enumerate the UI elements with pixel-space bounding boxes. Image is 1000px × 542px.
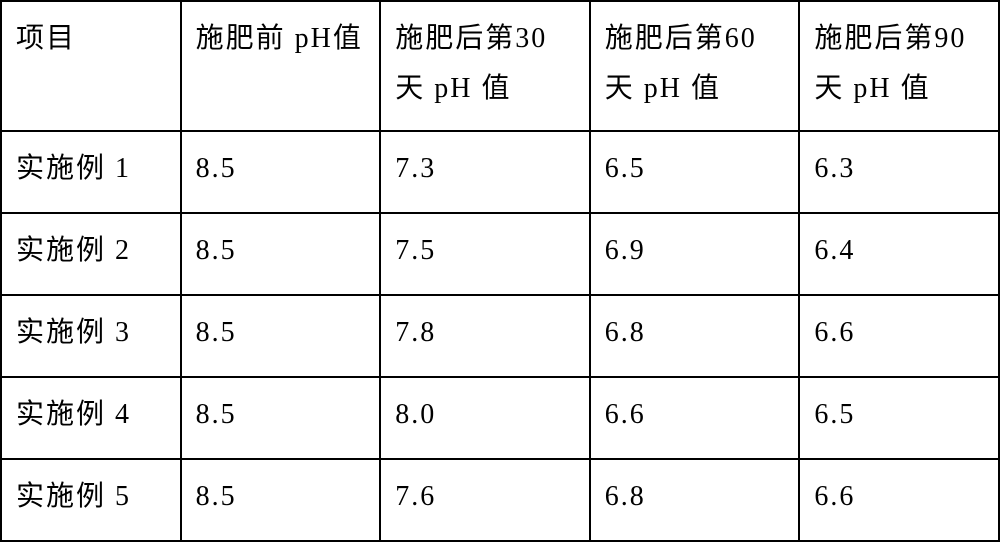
cell-value: 6.9 (590, 213, 800, 295)
cell-value: 8.5 (181, 377, 381, 459)
table-header-row: 项目 施肥前 pH值 施肥后第30 天 pH 值 施肥后第60 天 pH 值 施… (1, 1, 999, 131)
cell-label: 实施例 2 (1, 213, 181, 295)
cell-value: 8.5 (181, 213, 381, 295)
cell-value: 6.8 (590, 295, 800, 377)
table-row: 实施例 1 8.5 7.3 6.5 6.3 (1, 131, 999, 213)
cell-value: 8.0 (380, 377, 590, 459)
cell-value: 6.6 (799, 295, 999, 377)
cell-value: 8.5 (181, 131, 381, 213)
cell-label: 实施例 4 (1, 377, 181, 459)
cell-value: 6.4 (799, 213, 999, 295)
cell-value: 7.3 (380, 131, 590, 213)
table-row: 实施例 3 8.5 7.8 6.8 6.6 (1, 295, 999, 377)
table-row: 实施例 2 8.5 7.5 6.9 6.4 (1, 213, 999, 295)
cell-value: 7.6 (380, 459, 590, 541)
cell-value: 6.3 (799, 131, 999, 213)
cell-value: 7.5 (380, 213, 590, 295)
ph-data-table: 项目 施肥前 pH值 施肥后第30 天 pH 值 施肥后第60 天 pH 值 施… (0, 0, 1000, 542)
header-cell-before: 施肥前 pH值 (181, 1, 381, 131)
cell-value: 7.8 (380, 295, 590, 377)
header-cell-project: 项目 (1, 1, 181, 131)
header-cell-day90: 施肥后第90 天 pH 值 (799, 1, 999, 131)
table-row: 实施例 4 8.5 8.0 6.6 6.5 (1, 377, 999, 459)
cell-label: 实施例 5 (1, 459, 181, 541)
cell-value: 8.5 (181, 459, 381, 541)
table-row: 实施例 5 8.5 7.6 6.8 6.6 (1, 459, 999, 541)
header-cell-day30: 施肥后第30 天 pH 值 (380, 1, 590, 131)
cell-label: 实施例 1 (1, 131, 181, 213)
cell-value: 6.6 (590, 377, 800, 459)
cell-label: 实施例 3 (1, 295, 181, 377)
cell-value: 6.6 (799, 459, 999, 541)
cell-value: 6.8 (590, 459, 800, 541)
cell-value: 6.5 (590, 131, 800, 213)
cell-value: 6.5 (799, 377, 999, 459)
cell-value: 8.5 (181, 295, 381, 377)
header-cell-day60: 施肥后第60 天 pH 值 (590, 1, 800, 131)
